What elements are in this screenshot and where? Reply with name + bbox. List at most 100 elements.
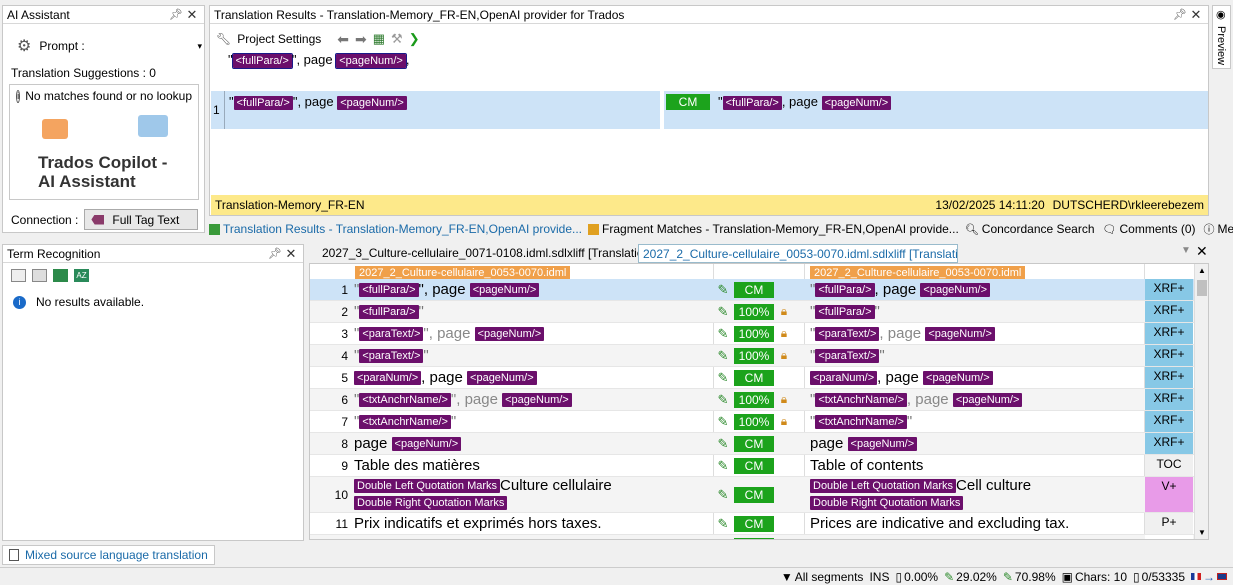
source-cell[interactable]: " <fullPara/> " xyxy=(354,303,424,320)
tab-messages[interactable]: ⓘ Messages xyxy=(1203,222,1233,236)
term-add-icon[interactable] xyxy=(32,269,47,282)
pin-icon[interactable]: 📌︎ xyxy=(169,9,183,21)
source-cell[interactable]: " <paraText/> " xyxy=(354,347,429,364)
structure-flag: XRF+ xyxy=(1145,411,1193,432)
match-status-badge: 100% xyxy=(734,303,774,320)
target-cell[interactable]: " <paraText/>, page <pageNum/> xyxy=(808,323,1144,344)
segment-row[interactable]: 5 <paraNum/>, page <pageNum/> ✎ CM <paraNum/… xyxy=(310,367,1194,389)
scroll-up-icon[interactable]: ▲ xyxy=(1198,266,1206,275)
term-sort-icon[interactable]: AZ xyxy=(74,269,89,282)
pin-icon[interactable]: 📌︎ xyxy=(1173,9,1187,21)
lock-icon: 🔒︎ xyxy=(780,326,788,340)
source-cell[interactable]: Consultez Dutscher.com xyxy=(352,535,712,539)
chevron-down-icon[interactable]: ▾ xyxy=(197,40,202,51)
filter-status[interactable]: ▼ All segments xyxy=(780,569,864,584)
pin-icon[interactable]: 📌︎ xyxy=(268,248,282,260)
ai-assistant-titlebar: AI Assistant 📌︎ ✕ xyxy=(3,6,204,24)
status-cell: ✎ 100% 🔒︎ xyxy=(713,301,803,322)
tab-fragment-matches[interactable]: Fragment Matches - Translation-Memory_FR… xyxy=(588,222,959,236)
tab-comments[interactable]: 🗨︎ Comments (0) xyxy=(1102,222,1196,236)
target-cell[interactable]: Double Left Quotation Marks Cell culture D… xyxy=(808,477,1144,512)
segment-row[interactable]: 11 Prix indicatifs et exprimés hors taxes… xyxy=(310,513,1194,535)
target-cell[interactable]: " <fullPara/> " xyxy=(810,303,880,320)
arrow-right-icon[interactable]: ➡︎ xyxy=(355,30,367,47)
tab-concordance[interactable]: 🔍︎ Concordance Search xyxy=(964,222,1095,236)
result-row[interactable]: 1 " <fullPara/> ", page <pageNum/> CM " <fu… xyxy=(211,91,1208,129)
scroll-down-icon[interactable]: ▼ xyxy=(1198,528,1206,537)
source-cell[interactable]: " <txtAnchrName/> " xyxy=(354,413,457,430)
source-cell[interactable]: Prix indicatifs et exprimés hors taxes. xyxy=(354,515,602,532)
match-status-badge: CM xyxy=(734,281,774,298)
segment-row[interactable]: 8 page <pageNum/> ✎ CM page <pageNum/> XRF+ xyxy=(310,433,1194,455)
query-text: " <fullPara/> ", page <pageNum/>, xyxy=(228,52,410,69)
result-cm-badge: CM xyxy=(666,94,710,110)
segment-row[interactable]: 1 " <fullPara/> ", page <pageNum/> ✎ CM " <full… xyxy=(310,279,1194,301)
source-cell[interactable]: " <txtAnchrName/> ", page <pageNum/> xyxy=(352,389,712,410)
target-cell[interactable]: <paraNum/>, page <pageNum/> xyxy=(808,367,1144,388)
connection-label: Connection : xyxy=(11,212,79,227)
close-icon[interactable]: ✕ xyxy=(1190,6,1202,22)
target-cell[interactable]: Prices are indicative and excluding tax. xyxy=(810,515,1070,532)
close-icon[interactable]: ✕ xyxy=(186,6,198,22)
editor-scrollbar[interactable]: ▲ ▼ xyxy=(1194,264,1208,539)
term-settings-icon[interactable] xyxy=(53,269,68,282)
source-cell[interactable]: " <fullPara/> ", page <pageNum/> xyxy=(352,279,712,300)
close-editor-icon[interactable]: ✕ xyxy=(1196,243,1208,259)
result-target: " <fullPara/>, page <pageNum/> xyxy=(718,94,892,110)
segment-row[interactable]: 9 Table des matières ✎ CM Table of contents T… xyxy=(310,455,1194,477)
segment-row[interactable]: 2 " <fullPara/> " ✎ 100% 🔒︎ " <fullPara/> " XRF+ xyxy=(310,301,1194,323)
term-view-icon[interactable] xyxy=(11,269,26,282)
pencil-icon: ✎ xyxy=(717,515,729,531)
inline-tag: <pageNum/> xyxy=(923,371,993,386)
pencil-icon: ✎ xyxy=(717,413,729,429)
segment-row[interactable]: 3 " <paraText/> ", page <pageNum/> ✎ 100% 🔒︎ " <… xyxy=(310,323,1194,345)
target-cell[interactable]: " <fullPara/>, page <pageNum/> xyxy=(808,279,1144,300)
target-cell[interactable]: page <pageNum/> xyxy=(808,433,1144,454)
tag-pagenum: <pageNum/> xyxy=(335,52,407,69)
apply-translation-icon[interactable]: ▦ xyxy=(372,31,386,46)
translation-results-titlebar: Translation Results - Translation-Memory… xyxy=(210,6,1208,24)
status-cell: ✎ CM xyxy=(713,279,803,300)
source-cell[interactable]: Table des matières xyxy=(354,457,480,474)
segment-row[interactable]: 10 Double Left Quotation Marks Culture cel… xyxy=(310,477,1194,513)
tools-icon[interactable]: ⚒ xyxy=(391,31,403,46)
inline-tag: Double Right Quotation Marks xyxy=(810,496,964,511)
play-icon[interactable]: ❯ xyxy=(408,31,420,46)
prompt-row[interactable]: ⚙ Prompt : ▾ xyxy=(17,36,202,56)
inline-tag: <pageNum/> xyxy=(925,327,995,342)
tabs-dropdown-icon[interactable]: ▼ xyxy=(1181,245,1191,256)
project-settings-button[interactable]: Project Settings xyxy=(237,32,322,46)
segment-row[interactable]: 7 " <txtAnchrName/> " ✎ 100% 🔒︎ " <txtAnchrName/… xyxy=(310,411,1194,433)
tab-translation-results[interactable]: Translation Results - Translation-Memory… xyxy=(209,222,582,236)
close-icon[interactable]: ✕ xyxy=(285,245,297,261)
mixed-source-link[interactable]: Mixed source language translation xyxy=(2,545,215,565)
eye-icon: ◉ xyxy=(1216,9,1226,21)
preview-side-tab[interactable]: ◉ Preview xyxy=(1212,5,1231,69)
binoculars-icon: 🔍︎ xyxy=(964,223,979,236)
file-tab-0053[interactable]: 2027_2_Culture-cellulaire_0053-0070.idml… xyxy=(638,244,958,263)
inline-tag: <txtAnchrName/> xyxy=(359,393,451,408)
inline-tag: <fullPara/> xyxy=(815,283,875,298)
source-cell[interactable]: <paraNum/>, page <pageNum/> xyxy=(352,367,712,388)
full-tag-text-button[interactable]: Full Tag Text xyxy=(84,209,199,230)
copilot-title: Trados Copilot - AI Assistant xyxy=(38,153,168,191)
uk-flag-icon xyxy=(1217,573,1227,580)
source-cell[interactable]: Double Left Quotation Marks Culture cellu… xyxy=(352,477,712,512)
segment-row[interactable]: 12Consultez Dutscher.com✎CM Visit Dutsche… xyxy=(310,535,1194,539)
scroll-thumb[interactable] xyxy=(1197,280,1207,296)
segment-row[interactable]: 4 " <paraText/> " ✎ 100% 🔒︎ " <paraText/> " XRF+ xyxy=(310,345,1194,367)
source-file-header: 2027_2_Culture-cellulaire_0053-0070.idml xyxy=(355,265,571,280)
source-cell[interactable]: page <pageNum/> xyxy=(352,433,712,454)
segment-row[interactable]: 6 " <txtAnchrName/> ", page <pageNum/> ✎ 100%… xyxy=(310,389,1194,411)
target-cell[interactable]: " <txtAnchrName/> " xyxy=(810,413,913,430)
arrow-left-icon[interactable]: ⬅︎ xyxy=(337,30,350,47)
target-cell[interactable]: Table of contents xyxy=(810,457,924,474)
target-cell[interactable]: " <txtAnchrName/>, page <pageNum/> xyxy=(808,389,1144,410)
file-tab-0071[interactable]: 2027_3_Culture-cellulaire_0071-0108.idml… xyxy=(322,246,638,260)
result-source: " <fullPara/> ", page <pageNum/> xyxy=(229,94,407,110)
target-cell[interactable]: Visit Dutscher.com xyxy=(808,535,1144,539)
source-cell[interactable]: " <paraText/> ", page <pageNum/> xyxy=(352,323,712,344)
structure-flag: XRF+ xyxy=(1145,389,1193,410)
target-cell[interactable]: " <paraText/> " xyxy=(810,347,885,364)
warning-icon: ⓘ xyxy=(1203,224,1215,236)
